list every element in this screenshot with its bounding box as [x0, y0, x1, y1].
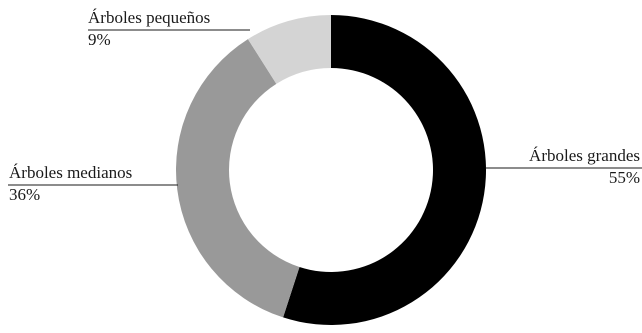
- slice-label-large: Árboles grandes: [529, 146, 640, 165]
- donut-slices: [176, 15, 487, 325]
- donut-slice-small: [247, 15, 331, 84]
- donut-slice-medium: [176, 39, 300, 318]
- slice-value-medium: 36%: [9, 185, 40, 204]
- slice-value-large: 55%: [609, 168, 640, 187]
- donut-slice-large: [283, 15, 487, 325]
- slice-value-small: 9%: [88, 30, 111, 49]
- slice-label-small: Árboles pequeños: [88, 8, 210, 27]
- slice-label-medium: Árboles medianos: [9, 163, 132, 182]
